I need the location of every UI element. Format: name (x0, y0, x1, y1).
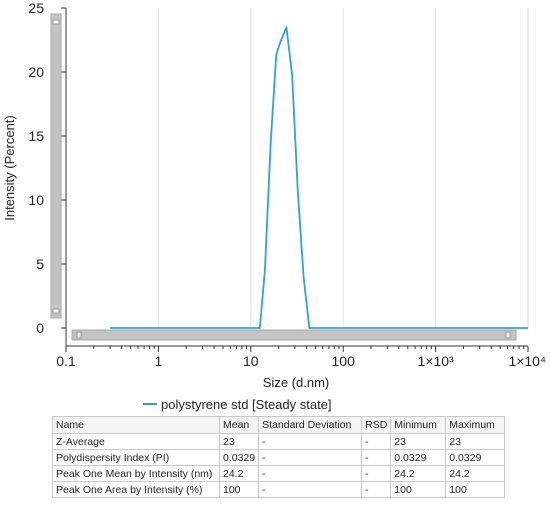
cell-mean: 0.0329 (218, 449, 260, 466)
cell-rsd: - (361, 465, 392, 482)
x-tick-label: 1×10³ (417, 353, 454, 369)
y-tick-label: 20 (28, 64, 44, 80)
tick-layer: 0 5 10 15 20 25 0.1 1 10 100 1×10³ 1×10⁴ (28, 0, 546, 369)
table-row[interactable]: Polydispersity Index (PI) 0.0329 - - 0.0… (52, 449, 506, 466)
cell-rsd: - (361, 433, 392, 450)
cell-minimum: 0.0329 (390, 449, 447, 466)
col-header-maximum[interactable]: Maximum (445, 416, 506, 434)
cell-std-dev: - (258, 465, 363, 482)
chart-svg: 0 5 10 15 20 25 0.1 1 10 100 1×10³ 1×10⁴ Intensity … (2, 0, 546, 390)
col-header-minimum[interactable]: Minimum (390, 416, 447, 434)
table-header-row: Name Mean Standard Deviation RSD Minimum… (52, 416, 506, 434)
cell-rsd: - (361, 449, 392, 466)
series-line (110, 26, 528, 329)
x-scrollbar-right-handle (505, 331, 511, 339)
size-distribution-chart: 0 5 10 15 20 25 0.1 1 10 100 1×10³ 1×10⁴ Intensity … (2, 0, 546, 390)
x-tick-label: 10 (243, 353, 259, 369)
y-tick-label: 10 (28, 192, 44, 208)
table-row[interactable]: Peak One Mean by Intensity (nm) 24.2 - -… (52, 465, 506, 482)
col-header-rsd[interactable]: RSD (361, 416, 392, 434)
y-tick-label: 25 (28, 0, 44, 16)
cell-maximum: 24.2 (445, 465, 506, 482)
cell-name: Z-Average (52, 433, 220, 450)
cell-minimum: 24.2 (390, 465, 447, 482)
col-header-name[interactable]: Name (52, 416, 220, 434)
x-tick-label: 100 (332, 353, 356, 369)
cell-rsd: - (361, 481, 392, 498)
chart-legend: polystyrene std [Steady state] (143, 395, 332, 413)
cell-mean: 24.2 (218, 465, 260, 482)
cell-maximum: 23 (445, 433, 506, 450)
cell-std-dev: - (258, 481, 363, 498)
x-tick-label: 1 (155, 353, 163, 369)
x-tick-label: 0.1 (56, 353, 76, 369)
cell-minimum: 100 (390, 481, 447, 498)
cell-name: Peak One Mean by Intensity (nm) (52, 465, 220, 482)
legend-swatch (143, 403, 157, 405)
scrollbar-layer (50, 13, 517, 341)
cell-minimum: 23 (390, 433, 447, 450)
x-scrollbar-left-handle (76, 331, 82, 339)
x-axis-title: Size (d.nm) (263, 375, 329, 390)
y-axis-title: Intensity (Percent) (2, 115, 17, 221)
cell-maximum: 0.0329 (445, 449, 506, 466)
axes-layer (61, 7, 529, 352)
y-tick-label: 15 (28, 128, 44, 144)
cell-mean: 100 (218, 481, 260, 498)
y-tick-label: 0 (36, 320, 44, 336)
x-tick-label: 1×10⁴ (508, 353, 546, 369)
y-scrollbar-bottom-handle (52, 308, 60, 314)
legend-label: polystyrene std [Steady state] (161, 396, 332, 412)
cell-maximum: 100 (445, 481, 506, 498)
y-scrollbar (50, 13, 62, 319)
y-scrollbar-top-handle (52, 19, 60, 25)
cell-std-dev: - (258, 449, 363, 466)
results-table: Name Mean Standard Deviation RSD Minimum… (52, 416, 506, 498)
series-layer (110, 26, 528, 329)
cell-std-dev: - (258, 433, 363, 450)
cell-name: Peak One Area by Intensity (%) (52, 481, 220, 498)
col-header-mean[interactable]: Mean (218, 416, 260, 434)
col-header-std-dev[interactable]: Standard Deviation (258, 416, 363, 434)
x-scrollbar (71, 329, 517, 341)
grid-layer (65, 8, 529, 328)
cell-name: Polydispersity Index (PI) (52, 449, 220, 466)
y-tick-label: 5 (36, 256, 44, 272)
table-row[interactable]: Peak One Area by Intensity (%) 100 - - 1… (52, 481, 506, 498)
cell-mean: 23 (218, 433, 260, 450)
table-row[interactable]: Z-Average 23 - - 23 23 (52, 433, 506, 450)
